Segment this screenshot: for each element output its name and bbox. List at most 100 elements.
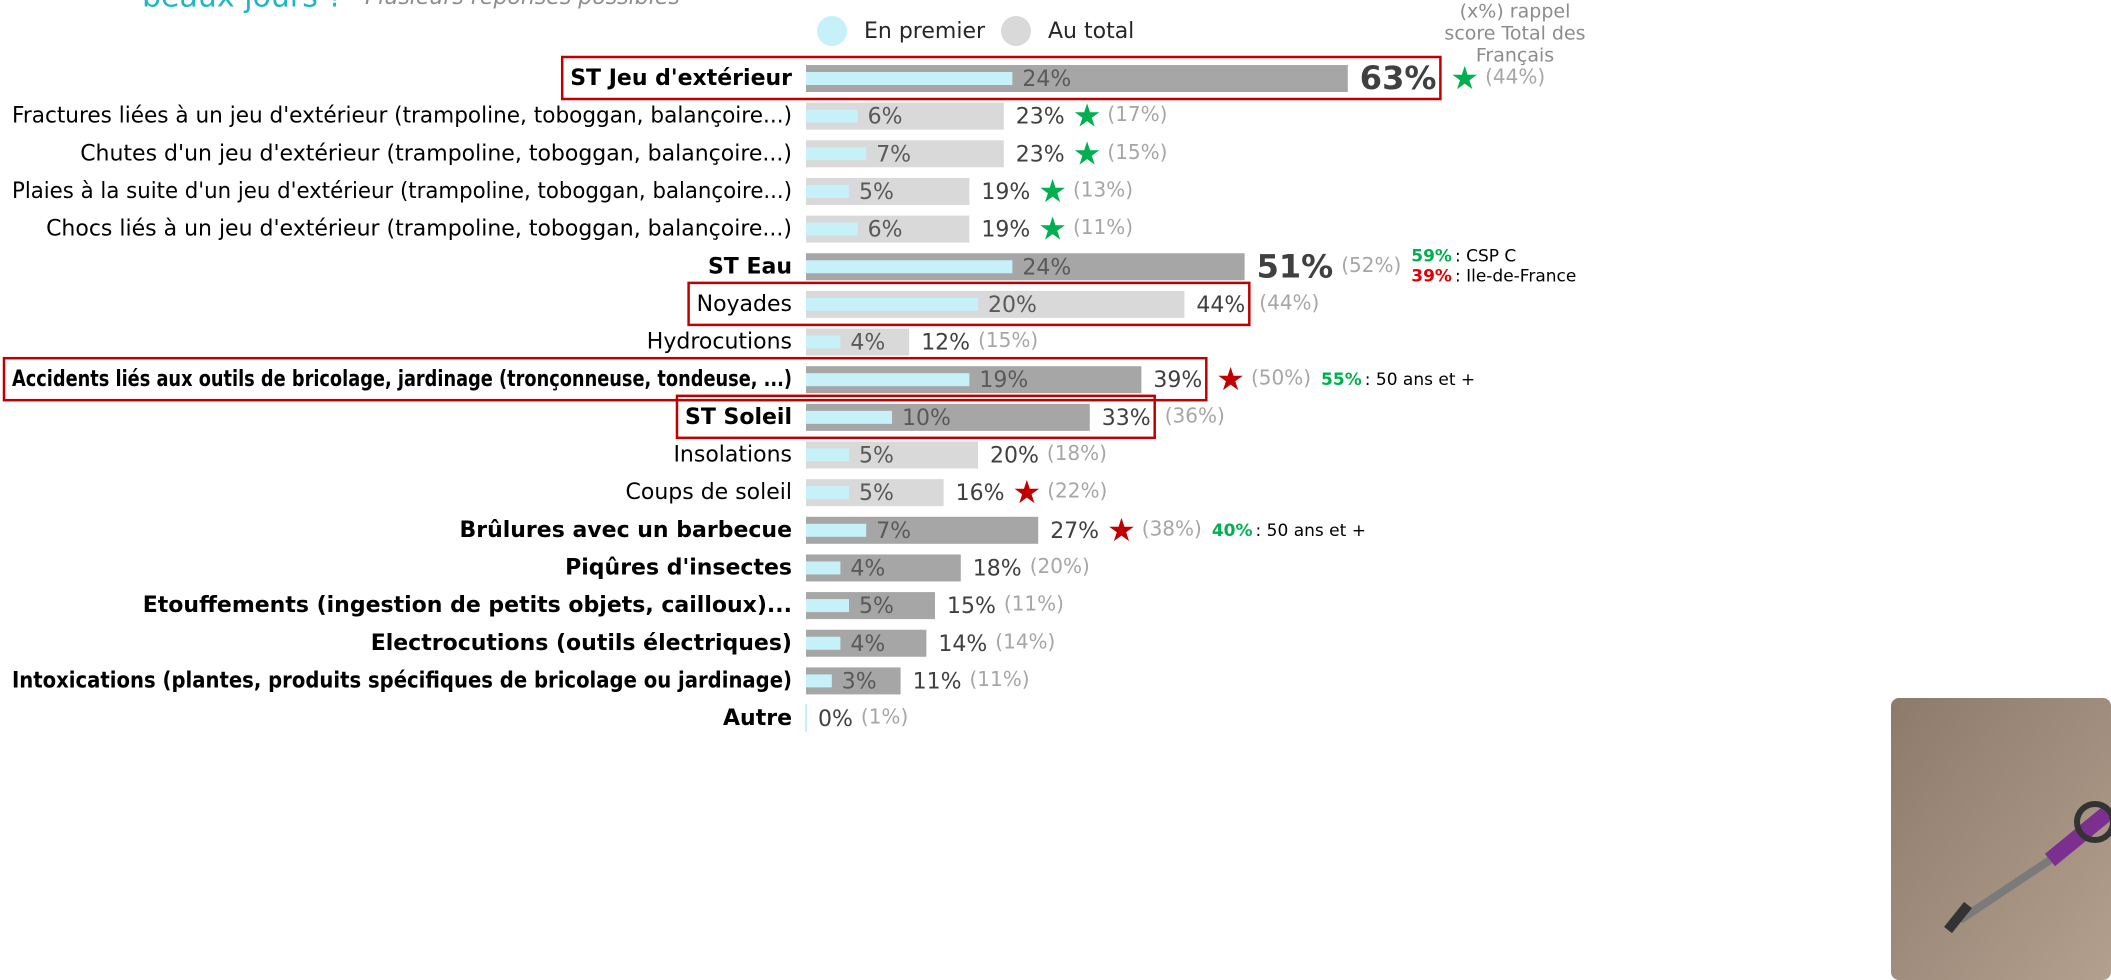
first-bar [806, 449, 849, 462]
total-value-label: 15% [947, 594, 996, 619]
star: ★ [1038, 210, 1067, 248]
recall-title: score Total des [1444, 23, 1585, 45]
category-label: Hydrocutions [647, 330, 792, 355]
first-bar [806, 72, 1012, 85]
page: beaux jours ? Plusieurs réponses possibl… [0, 0, 2111, 980]
star: ★ [1073, 97, 1102, 135]
note-text: : CSP C [1455, 246, 1516, 266]
first-value-label: 5% [859, 444, 894, 469]
total-value-label: 11% [913, 669, 962, 694]
recall-label: (11%) [1004, 592, 1064, 616]
first-value-label: 19% [979, 368, 1028, 393]
first-value-label: 6% [868, 218, 903, 243]
first-value-label: 7% [876, 519, 911, 544]
category-label: Plaies à la suite d'un jeu d'extérieur (… [12, 179, 792, 204]
recall-label: (18%) [1047, 441, 1107, 465]
category-label: Brûlures avec un barbecue [459, 518, 792, 543]
first-value-label: 5% [859, 481, 894, 506]
note-text: : 50 ans et + [1256, 521, 1366, 541]
first-bar [806, 147, 866, 160]
first-value-label: 6% [868, 105, 903, 130]
first-bar [806, 260, 1012, 273]
total-value-label: 14% [938, 632, 987, 657]
category-label: Fractures liées à un jeu d'extérieur (tr… [12, 104, 792, 129]
total-value-label: 33% [1102, 406, 1151, 431]
recall-label: (44%) [1259, 290, 1319, 314]
legend-swatch [817, 16, 847, 46]
recall-label: (52%) [1341, 253, 1401, 277]
first-value-label: 4% [850, 331, 885, 356]
legend-label: En premier [864, 19, 986, 44]
category-label: Insolations [673, 443, 792, 468]
title: beaux jours ? [142, 0, 343, 15]
recall-label: (15%) [978, 328, 1038, 352]
category-label: Chocs liés à un jeu d'extérieur (trampol… [46, 217, 792, 242]
recall-label: (44%) [1485, 65, 1545, 89]
recall-label: (22%) [1047, 479, 1107, 503]
first-value-label: 24% [1022, 255, 1071, 280]
category-label: Accidents liés aux outils de bricolage, … [12, 367, 792, 392]
recall-label: (1%) [861, 705, 908, 729]
legend-swatch [1001, 16, 1031, 46]
total-value-label: 18% [973, 556, 1022, 581]
star: ★ [1013, 473, 1042, 511]
recall-label: (11%) [970, 667, 1030, 691]
total-value-label: 20% [990, 444, 1039, 469]
category-label: Piqûres d'insectes [565, 555, 792, 580]
first-bar [806, 110, 858, 123]
first-value-label: 10% [902, 406, 951, 431]
first-bar [806, 674, 832, 687]
category-label: Chutes d'un jeu d'extérieur (trampoline,… [80, 141, 792, 166]
first-value-label: 24% [1022, 67, 1071, 92]
first-bar [806, 373, 969, 386]
star: ★ [1216, 360, 1245, 398]
photo [1891, 698, 2111, 980]
recall-label: (14%) [995, 629, 1055, 653]
note-value: 59% [1411, 246, 1452, 266]
recall-label: (20%) [1030, 554, 1090, 578]
first-bar [806, 298, 978, 311]
first-bar [806, 336, 840, 349]
first-value-label: 5% [859, 180, 894, 205]
first-bar [806, 185, 849, 198]
total-value-label: 63% [1360, 59, 1437, 97]
first-value-label: 4% [850, 556, 885, 581]
star: ★ [1107, 511, 1136, 549]
total-value-label: 23% [1016, 105, 1065, 130]
first-bar [806, 599, 849, 612]
total-value-label: 51% [1257, 247, 1334, 285]
first-value-label: 5% [859, 594, 894, 619]
note-value: 39% [1411, 266, 1452, 286]
first-bar [806, 561, 840, 574]
first-bar [806, 223, 858, 236]
star: ★ [1038, 172, 1067, 210]
total-value-label: 12% [921, 331, 970, 356]
recall-title: (x%) rappel [1460, 1, 1571, 23]
recall-label: (11%) [1073, 215, 1133, 239]
note-text: : 50 ans et + [1365, 370, 1475, 390]
first-value-label: 4% [850, 632, 885, 657]
chart: beaux jours ? Plusieurs réponses possibl… [0, 0, 2111, 980]
total-value-label: 0% [818, 707, 853, 732]
first-bar [806, 486, 849, 499]
category-label: Autre [723, 706, 792, 731]
category-label: ST Soleil [685, 405, 792, 430]
star: ★ [1073, 134, 1102, 172]
first-value-label: 3% [842, 669, 877, 694]
total-value-label: 19% [981, 180, 1030, 205]
legend-label: Au total [1048, 19, 1134, 44]
note-value: 55% [1321, 370, 1362, 390]
recall-label: (13%) [1073, 177, 1133, 201]
subtitle: Plusieurs réponses possibles [365, 0, 680, 10]
recall-label: (36%) [1165, 403, 1225, 427]
note-text: : Ile-de-France [1455, 266, 1576, 286]
recall-label: (50%) [1251, 366, 1311, 390]
total-value-label: 44% [1196, 293, 1245, 318]
total-value-label: 19% [981, 218, 1030, 243]
first-bar [806, 411, 892, 424]
star: ★ [1450, 59, 1479, 97]
category-label: Intoxications (plantes, produits spécifi… [12, 668, 792, 693]
total-value-label: 23% [1016, 142, 1065, 167]
category-label: Noyades [697, 292, 792, 317]
first-bar [806, 637, 840, 650]
